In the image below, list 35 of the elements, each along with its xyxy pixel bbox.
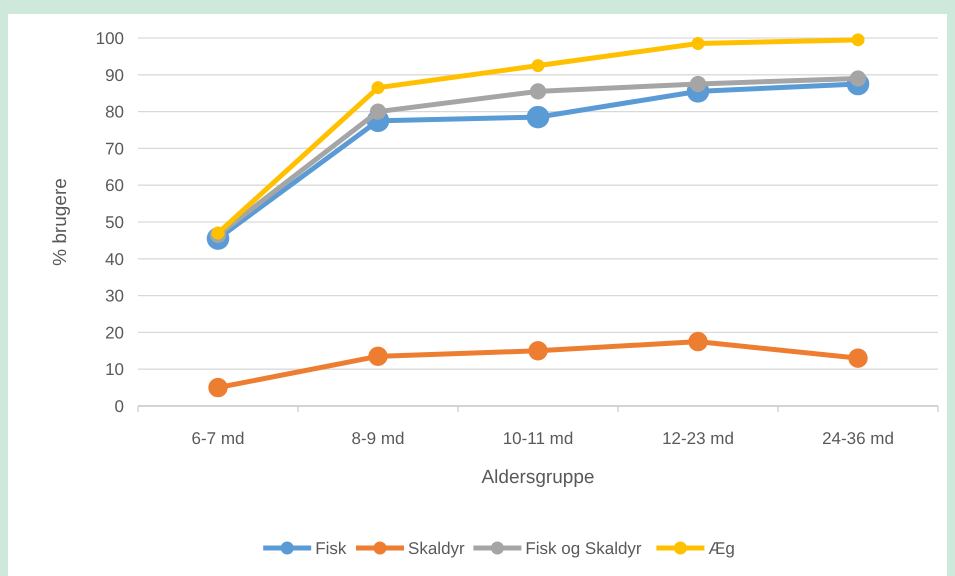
y-tick-label: 30 [105, 286, 124, 306]
point [370, 104, 386, 120]
y-tick-label: 70 [105, 139, 124, 158]
point [852, 33, 864, 46]
y-tick-label: 90 [105, 66, 124, 85]
y-tick-label: 80 [105, 102, 124, 122]
y-axis-title: % brugere [50, 178, 71, 266]
x-tick-label: 10-11 md [502, 429, 574, 448]
legend-label: Skaldyr [408, 538, 466, 558]
point [688, 332, 708, 352]
point [208, 378, 228, 398]
y-tick-label: 20 [105, 323, 124, 342]
point [528, 341, 548, 360]
y-tick-label: 10 [105, 360, 124, 380]
y-tick-label: 100 [96, 28, 124, 48]
point [526, 106, 550, 128]
y-tick-label: 40 [105, 250, 124, 269]
point [690, 76, 706, 92]
y-tick-label: 60 [105, 176, 124, 196]
x-tick-label: 24-36 md [822, 429, 894, 448]
x-tick-label: 6-7 md [192, 429, 244, 448]
x-axis-title: Aldersgruppe [481, 467, 595, 488]
x-tick-label: 12-23 md [662, 429, 734, 448]
point [848, 348, 868, 368]
legend-label: Æg [708, 538, 735, 558]
legend-label: Fisk og Skaldyr [525, 538, 642, 558]
point [372, 81, 384, 94]
point [692, 37, 704, 50]
x-tick-label: 8-9 md [352, 429, 404, 448]
point [368, 346, 388, 366]
legend-label: Fisk [315, 538, 347, 558]
y-tick-label: 50 [105, 212, 124, 232]
point [530, 83, 546, 100]
y-tick-label: 0 [114, 396, 124, 416]
point [532, 59, 544, 72]
